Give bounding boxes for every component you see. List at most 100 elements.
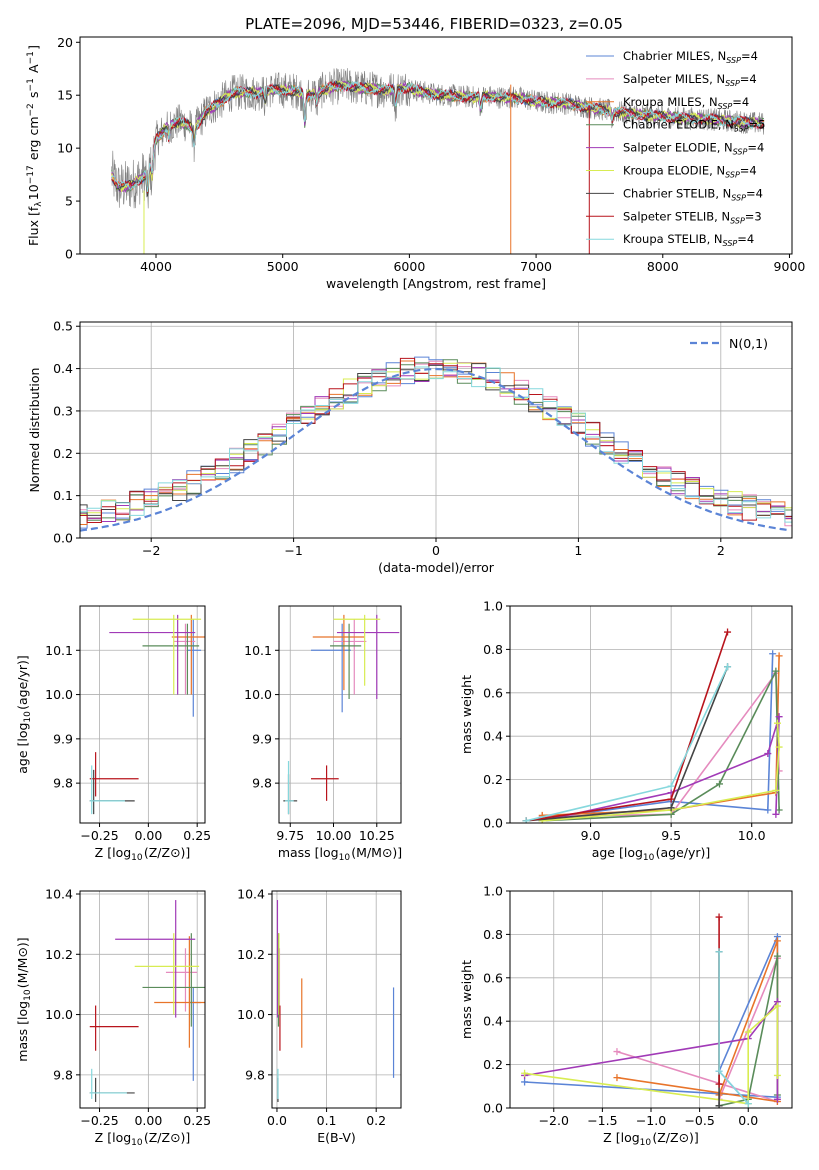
y-tick-label: 10.0 bbox=[244, 687, 272, 702]
mass_vs_EBV-plot-area bbox=[276, 900, 395, 1102]
x-tick-label: −0.25 bbox=[80, 828, 118, 843]
y-tick-label: 0.2 bbox=[483, 1057, 503, 1072]
weight_vs_Z-plot-area bbox=[521, 913, 781, 1108]
x-tick-label: 4000 bbox=[140, 259, 172, 274]
y-tick-label: 10.0 bbox=[45, 1007, 73, 1022]
figure-title: PLATE=2096, MJD=53446, FIBERID=0323, z=0… bbox=[245, 15, 623, 33]
weight-marker-red bbox=[667, 795, 675, 803]
model-spectrum-cyan bbox=[111, 80, 764, 192]
weight-marker-red bbox=[715, 1080, 723, 1088]
y-tick-label: 0.0 bbox=[483, 1101, 503, 1116]
weight_vs_age-frame bbox=[509, 605, 793, 824]
y-tick-label: 9.8 bbox=[53, 1067, 73, 1082]
weight_vs_Z-panel: −2.0 −1.5 −1.0 −0.5 0.0 0.0 0.2 0.4 0.6 0.8 1.0 Z [… bbox=[459, 884, 793, 1148]
x-tick-label: 6000 bbox=[393, 259, 425, 274]
x-tick-label: 0.2 bbox=[366, 1113, 386, 1128]
x-tick-label: 0.00 bbox=[134, 828, 162, 843]
x-tick-label: 0.25 bbox=[183, 828, 211, 843]
weight-marker-blue bbox=[764, 806, 772, 814]
weight-marker-red bbox=[715, 913, 723, 921]
weight-line-blue bbox=[542, 653, 774, 820]
weight-marker-purple bbox=[773, 1095, 781, 1103]
x-tick-label: 8000 bbox=[647, 259, 679, 274]
weight-marker-cyan bbox=[715, 1067, 723, 1075]
y-tick-label: 15 bbox=[57, 88, 73, 103]
mass_vs_EBV-frame bbox=[271, 890, 402, 1109]
x-tick-label: 9.0 bbox=[581, 828, 601, 843]
mass_vs_Z-xlabel: Z [log10 (Z/Z⊙)] bbox=[95, 1130, 191, 1148]
residuals-ylabel: Normed distribution bbox=[27, 368, 42, 493]
x-tick-label: 0 bbox=[432, 543, 440, 558]
y-tick-label: 9.8 bbox=[53, 776, 73, 791]
x-tick-label: 0.0 bbox=[267, 1113, 287, 1128]
y-tick-label: 0.6 bbox=[483, 970, 503, 985]
weight-marker-black bbox=[667, 804, 675, 812]
weight-marker-yellow bbox=[744, 1028, 752, 1036]
weight-marker-yellow bbox=[773, 1002, 781, 1010]
x-tick-label: 10.0 bbox=[738, 828, 766, 843]
weight-marker-green bbox=[715, 780, 723, 788]
age_vs_mass-frame bbox=[278, 605, 402, 824]
legend-normal-label: N(0,1) bbox=[729, 336, 768, 351]
weight-marker-cyan bbox=[744, 1100, 752, 1108]
legend-label: Kroupa STELIB, NSSP=4 bbox=[623, 232, 754, 248]
y-tick-label: 0.3 bbox=[53, 403, 73, 418]
mass_vs_Z-panel: −0.25 0.00 0.25 9.8 10.0 10.2 10.4 Z [log10 (Z/… bbox=[15, 887, 211, 1148]
x-tick-label: −2 bbox=[142, 543, 160, 558]
weight-marker-orange bbox=[773, 937, 781, 945]
mass_vs_Z-ylabel: mass [log10 (M/M⊙)] bbox=[15, 937, 33, 1061]
spectrum-frame bbox=[79, 36, 793, 255]
mass_vs_EBV-xlabel: E(B-V) bbox=[317, 1130, 356, 1145]
y-tick-label: 0.4 bbox=[483, 1014, 503, 1029]
y-tick-label: 0.8 bbox=[483, 927, 503, 942]
weight-marker-cyan bbox=[667, 782, 675, 790]
weight-marker-red bbox=[724, 628, 732, 636]
legend-label: Salpeter MILES, NSSP=4 bbox=[623, 72, 757, 88]
y-tick-label: 20 bbox=[57, 35, 73, 50]
y-tick-label: 0.6 bbox=[483, 685, 503, 700]
x-tick-label: −2.0 bbox=[539, 1113, 569, 1128]
mass_vs_Z-ylabel-group: mass [log10 (M/M⊙)] bbox=[15, 937, 33, 1061]
age_vs_mass-panel: 9.75 10.00 10.25 9.8 9.9 10.0 10.1 mass [log10 … bbox=[244, 605, 402, 863]
y-tick-label: 0.2 bbox=[483, 772, 503, 787]
y-tick-label: 10.4 bbox=[237, 887, 265, 902]
y-tick-label: 9.8 bbox=[252, 776, 272, 791]
weight_vs_Z-xlabel: Z [log10 (Z/Z⊙)] bbox=[603, 1130, 699, 1148]
weight_vs_age-ylabel: mass weight bbox=[459, 675, 474, 754]
age_vs_Z-plot-area bbox=[89, 614, 205, 815]
y-tick-label: 10.4 bbox=[45, 887, 73, 902]
y-tick-label: 10.2 bbox=[237, 947, 265, 962]
spectrum-panel: 4000 5000 6000 7000 8000 9000 0 5 10 15 20 waveleng… bbox=[26, 35, 805, 291]
y-tick-label: 0.0 bbox=[483, 816, 503, 831]
spectrum-plot-area bbox=[111, 68, 765, 254]
weight_vs_Z-ylabel: mass weight bbox=[459, 960, 474, 1039]
weight-marker-blue bbox=[521, 1078, 529, 1086]
weight-marker-yellow bbox=[772, 786, 780, 794]
x-tick-label: 9.5 bbox=[661, 828, 681, 843]
legend-label: Chabrier MILES, NSSP=4 bbox=[623, 49, 758, 65]
x-tick-label: 0.25 bbox=[183, 1113, 211, 1128]
histogram-orange bbox=[80, 360, 792, 525]
x-tick-label: 10.00 bbox=[316, 828, 352, 843]
normal-curve bbox=[80, 367, 790, 532]
weight-marker-purple bbox=[772, 810, 780, 818]
y-tick-label: 0 bbox=[65, 247, 73, 262]
legend-label: Salpeter ELODIE, NSSP=4 bbox=[623, 141, 764, 157]
histogram-red bbox=[80, 357, 792, 523]
weight-marker-cyan bbox=[724, 663, 732, 671]
legend-label: Kroupa MILES, NSSP=4 bbox=[623, 95, 749, 111]
y-tick-label: 10.2 bbox=[45, 947, 73, 962]
y-tick-label: 10 bbox=[57, 141, 73, 156]
x-tick-label: 0.00 bbox=[134, 1113, 162, 1128]
weight_vs_age-panel: 9.0 9.5 10.0 0.0 0.2 0.4 0.6 0.8 1.0 age [log10 (… bbox=[459, 599, 793, 863]
weight-marker-yellow bbox=[773, 719, 781, 727]
y-tick-label: 9.9 bbox=[252, 731, 272, 746]
y-tick-label: 0.2 bbox=[53, 446, 73, 461]
x-tick-label: −1.5 bbox=[587, 1113, 617, 1128]
y-tick-label: 5 bbox=[65, 194, 73, 209]
legend-label: Kroupa ELODIE, NSSP=4 bbox=[623, 164, 757, 180]
x-tick-label: 0.1 bbox=[317, 1113, 337, 1128]
y-tick-label: 1.0 bbox=[483, 599, 503, 614]
y-tick-label: 10.0 bbox=[45, 687, 73, 702]
weight-marker-yellow bbox=[521, 1069, 529, 1077]
